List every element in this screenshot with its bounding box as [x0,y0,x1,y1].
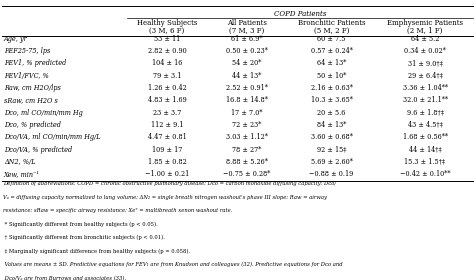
Text: * Significantly different from healthy subjects (p < 0.05).: * Significantly different from healthy s… [3,222,158,227]
Text: 9.6 ± 1.8†‡: 9.6 ± 1.8†‡ [407,109,444,116]
Text: 2.52 ± 0.91*: 2.52 ± 0.91* [226,84,267,92]
Text: 64 ± 5.2: 64 ± 5.2 [411,35,439,43]
Text: Xew, min⁻¹: Xew, min⁻¹ [4,170,40,178]
Text: Dco/VA, % predicted: Dco/VA, % predicted [4,146,72,153]
Text: 20 ± 5.6: 20 ± 5.6 [318,109,346,116]
Text: 3.03 ± 1.12*: 3.03 ± 1.12* [226,133,267,141]
Text: Dco, % predicted: Dco, % predicted [4,121,61,129]
Text: 4.83 ± 1.69: 4.83 ± 1.69 [148,96,186,104]
Text: (7 M, 3 F): (7 M, 3 F) [229,27,264,35]
Text: FEF25-75, lps: FEF25-75, lps [4,47,50,55]
Text: −1.00 ± 0.21: −1.00 ± 0.21 [145,170,189,178]
Text: Healthy Subjects: Healthy Subjects [137,19,197,27]
Text: 112 ± 9.1: 112 ± 9.1 [151,121,183,129]
Text: 1.68 ± 0.56**: 1.68 ± 0.56** [402,133,447,141]
Text: 0.50 ± 0.23*: 0.50 ± 0.23* [226,47,267,55]
Text: 53 ± 11: 53 ± 11 [154,35,180,43]
Text: −0.42 ± 0.10**: −0.42 ± 0.10** [400,170,450,178]
Text: Bronchitic Patients: Bronchitic Patients [298,19,365,27]
Text: 23 ± 3.7: 23 ± 3.7 [153,109,181,116]
Text: −0.75 ± 0.28*: −0.75 ± 0.28* [223,170,270,178]
Text: 15.3 ± 1.5†‡: 15.3 ± 1.5†‡ [404,158,446,166]
Text: −0.88 ± 0.19: −0.88 ± 0.19 [310,170,354,178]
Text: 44 ± 14†‡: 44 ± 14†‡ [409,146,441,153]
Text: 72 ± 23*: 72 ± 23* [232,121,261,129]
Text: 50 ± 10*: 50 ± 10* [317,72,346,80]
Text: 1.85 ± 0.82: 1.85 ± 0.82 [148,158,186,166]
Text: 16.8 ± 14.8*: 16.8 ± 14.8* [226,96,267,104]
Text: resistance; sRaw = specific airway resistance; Xeᵀ = multibreath xenon washout r: resistance; sRaw = specific airway resis… [3,208,233,213]
Text: 43 ± 4.5†‡: 43 ± 4.5†‡ [408,121,442,129]
Text: All Patients: All Patients [227,19,266,27]
Text: 10.3 ± 3.65*: 10.3 ± 3.65* [310,96,353,104]
Text: Emphysemic Patients: Emphysemic Patients [387,19,463,27]
Text: Dᴄᴏ/Vₐ are from Burrows and associates (33).: Dᴄᴏ/Vₐ are from Burrows and associates (… [3,276,126,280]
Text: ΔN2, %/L: ΔN2, %/L [4,158,36,166]
Text: 104 ± 16: 104 ± 16 [152,59,182,67]
Text: 84 ± 13*: 84 ± 13* [317,121,346,129]
Text: 92 ± 15‡: 92 ± 15‡ [317,146,346,153]
Text: 32.0 ± 21.1**: 32.0 ± 21.1** [402,96,447,104]
Text: 79 ± 3.1: 79 ± 3.1 [153,72,181,80]
Text: 1.26 ± 0.42: 1.26 ± 0.42 [148,84,186,92]
Text: 2.82 ± 0.90: 2.82 ± 0.90 [148,47,186,55]
Text: † Significantly different from bronchitic subjects (p < 0.01).: † Significantly different from bronchiti… [3,235,165,241]
Text: ‡ Marginally significant difference from healthy subjects (p = 0.058).: ‡ Marginally significant difference from… [3,249,191,254]
Text: 2.16 ± 0.63*: 2.16 ± 0.63* [310,84,353,92]
Text: Raw, cm H2O/lps: Raw, cm H2O/lps [4,84,61,92]
Text: FEV1, % predicted: FEV1, % predicted [4,59,66,67]
Text: Definition of abbreviations: COPD = chronic obstructive pulmonary disease; Dᴄᴏ =: Definition of abbreviations: COPD = chro… [3,181,337,186]
Text: 0.34 ± 0.02*: 0.34 ± 0.02* [404,47,446,55]
Text: 17 ± 7.0*: 17 ± 7.0* [231,109,262,116]
Text: 29 ± 6.4†‡: 29 ± 6.4†‡ [408,72,442,80]
Text: 64 ± 13*: 64 ± 13* [317,59,346,67]
Text: 109 ± 17: 109 ± 17 [152,146,182,153]
Text: FEV1/FVC, %: FEV1/FVC, % [4,72,48,80]
Text: 78 ± 27*: 78 ± 27* [232,146,261,153]
Text: Age, yr: Age, yr [4,35,27,43]
Text: Dco/VA, ml CO/min/mm Hg/L: Dco/VA, ml CO/min/mm Hg/L [4,133,100,141]
Text: sRaw, cm H2O s: sRaw, cm H2O s [4,96,58,104]
Text: 44 ± 13*: 44 ± 13* [232,72,261,80]
Text: 4.47 ± 0.81: 4.47 ± 0.81 [148,133,186,141]
Text: (3 M, 6 F): (3 M, 6 F) [149,27,185,35]
Text: Vₐ = diffusing capacity normalized to lung volume; ΔN₂ = single breath nitrogen : Vₐ = diffusing capacity normalized to lu… [3,195,328,200]
Text: 54 ± 20*: 54 ± 20* [232,59,261,67]
Text: 5.69 ± 2.60*: 5.69 ± 2.60* [310,158,353,166]
Text: 60 ± 7.5: 60 ± 7.5 [318,35,346,43]
Text: 0.57 ± 0.24*: 0.57 ± 0.24* [310,47,353,55]
Text: 8.88 ± 5.26*: 8.88 ± 5.26* [226,158,267,166]
Text: 61 ± 6.9*: 61 ± 6.9* [231,35,262,43]
Text: Values are means ± SD. Predictive equations for FEV₁ are from Knudson and collea: Values are means ± SD. Predictive equati… [3,262,343,267]
Text: Dco, ml CO/min/mm Hg: Dco, ml CO/min/mm Hg [4,109,82,116]
Text: (5 M, 2 F): (5 M, 2 F) [314,27,349,35]
Text: 3.60 ± 0.68*: 3.60 ± 0.68* [310,133,353,141]
Text: 31 ± 9.0†‡: 31 ± 9.0†‡ [408,59,442,67]
Text: 3.36 ± 1.04**: 3.36 ± 1.04** [402,84,447,92]
Text: COPD Patients: COPD Patients [274,10,327,18]
Text: (2 M, 1 F): (2 M, 1 F) [407,27,443,35]
